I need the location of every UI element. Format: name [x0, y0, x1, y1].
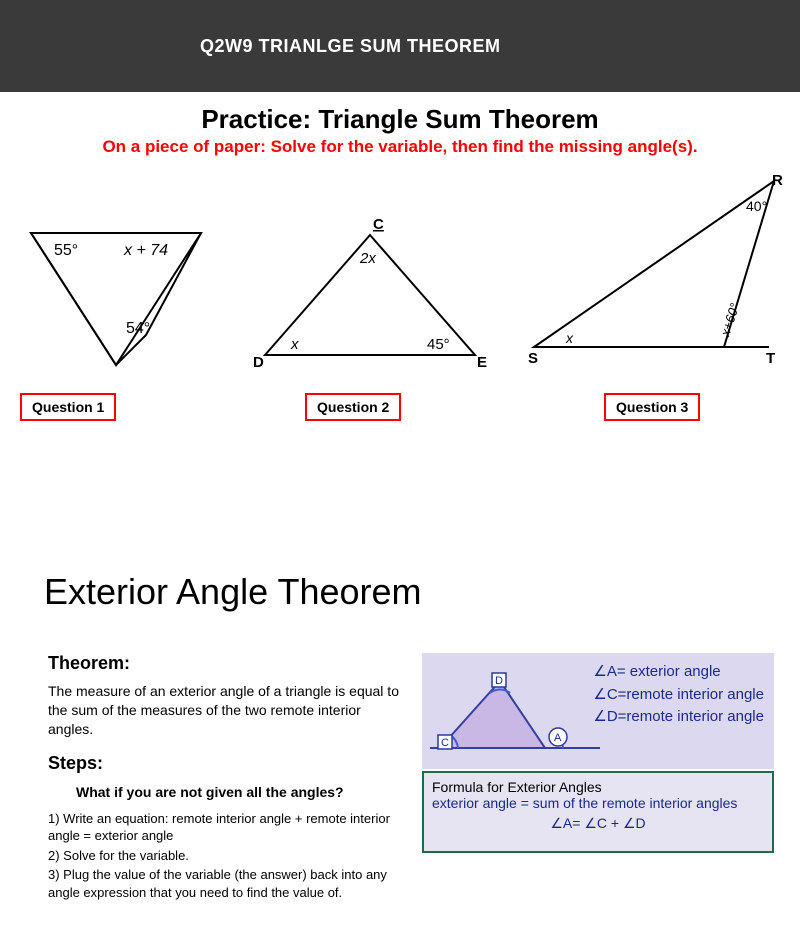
practice-title-bold: Practice: [201, 104, 311, 134]
theorem-text: The measure of an exterior angle of a tr… [48, 682, 406, 739]
formula-eq: ∠A= ∠C + ∠D [432, 815, 764, 832]
triangle-1-svg: 55° x + 74 54° [16, 215, 216, 385]
diagram-label-d: D [495, 675, 503, 687]
question-3-label: Question 3 [604, 393, 700, 421]
q3-angle-top: 40° [746, 198, 767, 214]
formula-title: Formula for Exterior Angles [432, 779, 764, 795]
exterior-right-col: D C A ∠A= exterior angle ∠C=remote inter… [422, 653, 774, 903]
diagram-eq-3: ∠D=remote interior angle [593, 706, 764, 729]
steps-heading: Steps: [48, 753, 406, 774]
practice-title-rest: Triangle Sum Theorem [311, 104, 599, 134]
q2-angle-left: x [290, 336, 299, 353]
q2-angle-top: 2x [359, 250, 376, 267]
diagram-label-c: C [441, 737, 449, 749]
theorem-heading: Theorem: [48, 653, 406, 674]
question-2: C D E 2x x 45° Question 2 [245, 215, 495, 421]
triangle-2-svg: C D E 2x x 45° [245, 215, 495, 385]
topbar-title: Q2W9 TRIANLGE SUM THEOREM [200, 36, 501, 57]
q2-vertex-left: D [253, 354, 264, 371]
diagram-eq-2: ∠C=remote interior angle [593, 684, 764, 707]
question-1-label: Question 1 [20, 393, 116, 421]
triangle-3-svg: R S T 40° x x+60° [524, 169, 784, 369]
exterior-diagram: D C A ∠A= exterior angle ∠C=remote inter… [422, 653, 774, 769]
diagram-equations: ∠A= exterior angle ∠C=remote interior an… [593, 661, 764, 729]
step-1: 1) Write an equation: remote interior an… [48, 810, 406, 845]
what-if-text: What if you are not given all the angles… [76, 784, 406, 800]
q1-angle-b: 54° [126, 320, 150, 337]
exterior-diagram-svg: D C A [430, 663, 600, 763]
q1-angle-tl: 55° [54, 242, 78, 259]
exterior-body: Theorem: The measure of an exterior angl… [16, 653, 784, 903]
q3-vertex-left: S [528, 350, 538, 367]
q3-vertex-right: T [766, 350, 775, 367]
practice-instruction: On a piece of paper: Solve for the varia… [16, 137, 784, 157]
page-content: Practice: Triangle Sum Theorem On a piec… [0, 92, 800, 927]
step-3: 3) Plug the value of the variable (the a… [48, 866, 406, 901]
q3-angle-left: x [565, 330, 574, 346]
exterior-left-col: Theorem: The measure of an exterior angl… [26, 653, 406, 903]
q3-vertex-top: R [772, 172, 783, 189]
practice-title: Practice: Triangle Sum Theorem [16, 104, 784, 135]
question-3: R S T 40° x x+60° Question 3 [524, 169, 784, 421]
formula-line: exterior angle = sum of the remote inter… [432, 795, 764, 811]
q2-vertex-right: E [477, 354, 487, 371]
q2-vertex-top: C [373, 216, 384, 233]
triangles-row: 55° x + 74 54° Question 1 C D E 2x x 45°… [16, 169, 784, 421]
diagram-label-a: A [554, 732, 562, 744]
q2-angle-right: 45° [427, 336, 450, 353]
exterior-heading: Exterior Angle Theorem [44, 571, 784, 613]
question-2-label: Question 2 [305, 393, 401, 421]
formula-box: Formula for Exterior Angles exterior ang… [422, 771, 774, 853]
formula-attrib [432, 832, 764, 841]
topbar: Q2W9 TRIANLGE SUM THEOREM [0, 0, 800, 92]
q1-angle-tr: x + 74 [123, 242, 168, 259]
question-1: 55° x + 74 54° Question 1 [16, 215, 216, 421]
diagram-eq-1: ∠A= exterior angle [593, 661, 764, 684]
q3-angle-ext: x+60° [717, 301, 742, 339]
step-2: 2) Solve for the variable. [48, 847, 406, 865]
